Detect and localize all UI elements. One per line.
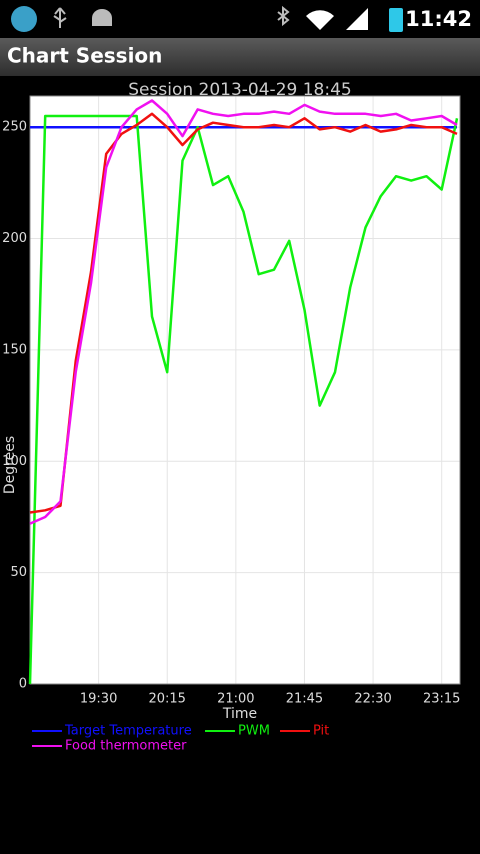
battery-icon [389,8,403,32]
series-line [29,99,458,525]
x-tick-label: 23:15 [423,692,460,707]
plot-frame [29,95,461,685]
x-tick-label: 21:45 [286,692,323,707]
y-tick-label: 0 [19,677,27,692]
legend-label: PWM [238,724,270,739]
app-bar [0,38,480,76]
x-axis-label: Time [222,706,257,722]
series-line [29,112,458,514]
y-tick-label: 100 [2,454,27,469]
android-icon [92,9,112,26]
y-tick-label: 50 [10,565,27,580]
x-tick-label: 20:15 [148,692,185,707]
legend-label: Food thermometer [65,739,187,754]
y-tick-label: 150 [2,342,27,357]
x-tick-label: 21:00 [217,692,254,707]
x-tick-label: 19:30 [80,692,117,707]
wifi-icon [306,10,334,30]
status-time: 11:42 [405,7,472,31]
chart-title: Session 2013-04-29 18:45 [128,80,351,100]
app-icon [11,6,37,32]
legend-label: Pit [313,724,329,739]
signal-icon [346,8,368,30]
app-title: Chart Session [7,44,162,68]
series-line [28,114,459,685]
legend-label: Target Temperature [64,724,192,739]
y-tick-label: 200 [2,231,27,246]
usb-icon [53,7,67,28]
y-tick-label: 250 [2,120,27,135]
x-tick-label: 22:30 [354,692,391,707]
y-axis-label: Degrees [2,436,18,494]
bluetooth-icon [277,5,290,27]
plot-area [30,96,460,684]
